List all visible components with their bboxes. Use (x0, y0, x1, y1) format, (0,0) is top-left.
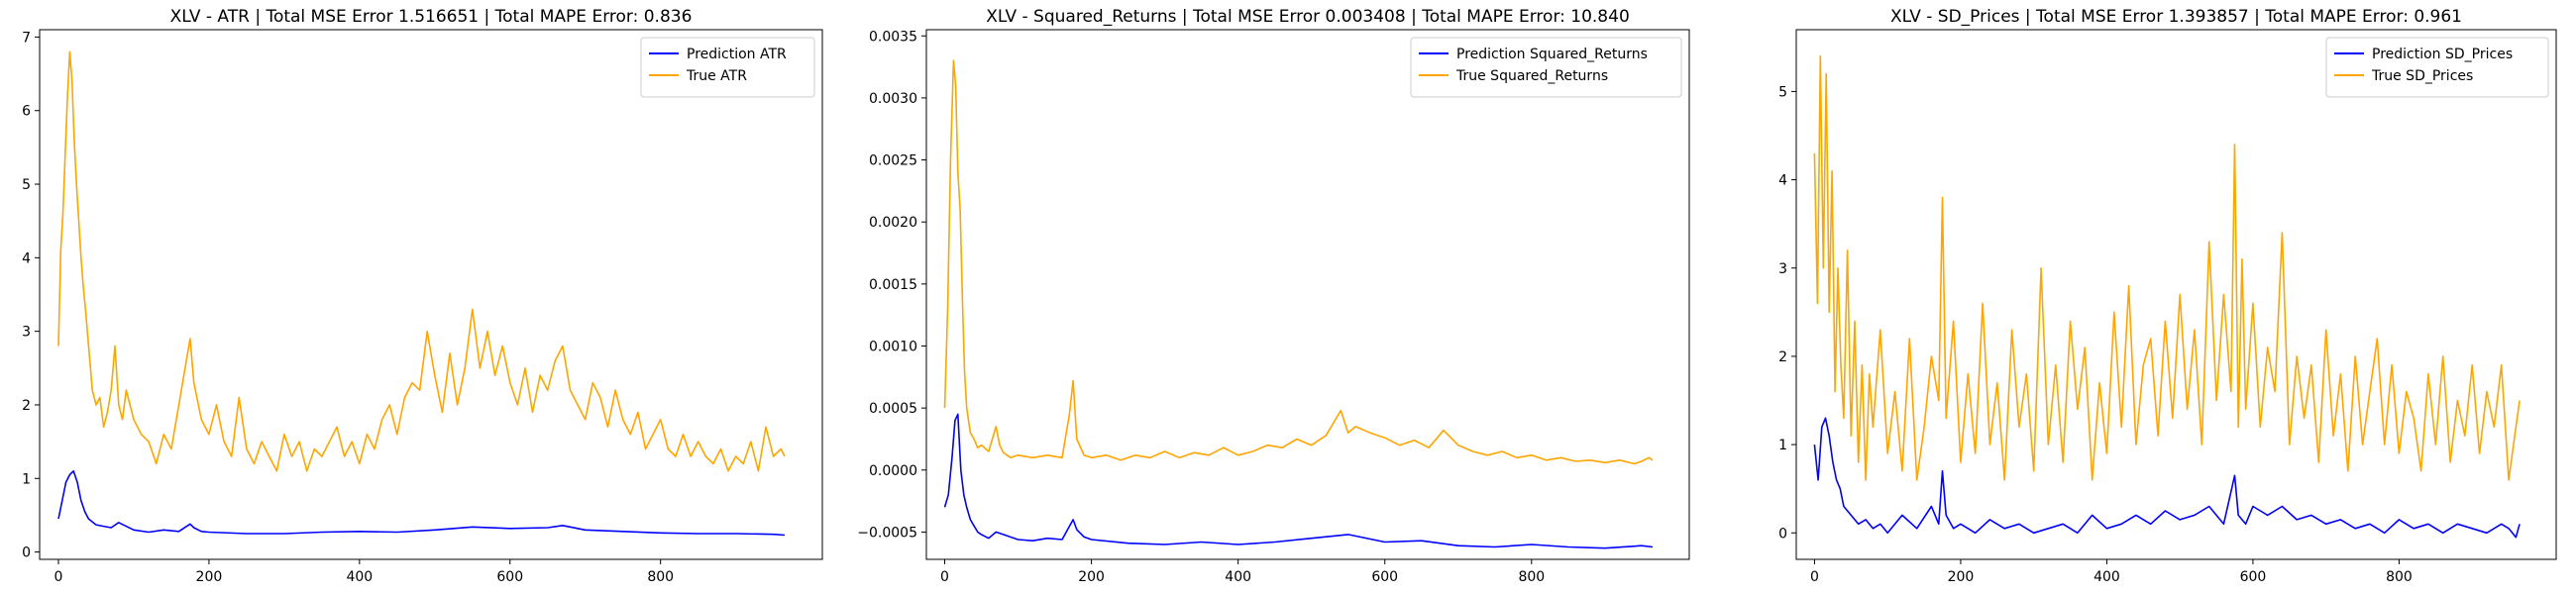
x-tick-label: 400 (2093, 569, 2120, 585)
y-tick-label: 0.0015 (869, 277, 917, 293)
y-tick-label: 6 (22, 104, 31, 120)
axes-frame (1795, 29, 2557, 560)
legend-box (2325, 37, 2549, 98)
y-tick-label: 0 (1778, 526, 1787, 542)
series-line-true-sd-prices (1813, 54, 2521, 481)
x-tick-label: 0 (1810, 569, 1819, 585)
y-tick-label: 2 (22, 398, 31, 414)
x-tick-label: 800 (1518, 569, 1545, 585)
x-tick-label: 800 (647, 569, 674, 585)
legend-entry: Prediction ATR (687, 47, 787, 62)
y-tick-label: 4 (22, 250, 31, 266)
series-line-prediction-squared-returns (943, 413, 1654, 549)
legend-entry: Prediction SD_Prices (2372, 47, 2513, 62)
y-tick-label: 5 (1778, 84, 1787, 100)
y-tick-label: 0.0030 (869, 91, 917, 107)
y-tick-label: 7 (22, 30, 31, 46)
series-line-true-atr (57, 50, 786, 472)
x-tick-label: 600 (496, 569, 523, 585)
chart-panel-squared-returns: XLV - Squared_Returns | Total MSE Error … (857, 7, 1690, 585)
y-tick-label: 1 (1778, 438, 1787, 453)
chart-title: XLV - Squared_Returns | Total MSE Error … (986, 7, 1630, 27)
y-tick-label: −0.0005 (857, 525, 917, 541)
x-tick-label: 0 (940, 569, 949, 585)
x-tick-label: 200 (1948, 569, 1975, 585)
axes-frame (39, 29, 823, 560)
series-line-true-squared-returns (943, 59, 1654, 465)
axes-frame (925, 29, 1690, 560)
series-line-prediction-atr (57, 469, 786, 537)
legend-box (1410, 37, 1682, 98)
legend-box (640, 37, 815, 98)
y-tick-label: 0.0025 (869, 153, 917, 169)
y-tick-label: 0.0000 (869, 463, 917, 479)
y-tick-label: 4 (1778, 173, 1787, 189)
y-tick-label: 3 (22, 325, 31, 341)
chart-panel-sd-prices: XLV - SD_Prices | Total MSE Error 1.3938… (1778, 7, 2557, 585)
series-line-prediction-sd-prices (1813, 417, 2521, 539)
x-tick-label: 0 (54, 569, 63, 585)
x-tick-label: 600 (1371, 569, 1398, 585)
y-tick-label: 0.0020 (869, 215, 917, 231)
x-tick-label: 800 (2386, 569, 2413, 585)
y-tick-label: 0.0005 (869, 401, 917, 417)
y-tick-label: 3 (1778, 261, 1787, 277)
y-tick-label: 0.0035 (869, 29, 917, 45)
y-tick-label: 0.0010 (869, 339, 917, 354)
x-tick-label: 400 (1225, 569, 1251, 585)
legend-entry: True SD_Prices (2371, 68, 2473, 84)
y-tick-label: 2 (1778, 349, 1787, 365)
legend-entry: True Squared_Returns (1455, 68, 1608, 84)
legend-entry: Prediction Squared_Returns (1456, 47, 1648, 62)
x-tick-label: 200 (1078, 569, 1105, 585)
chart-title: XLV - SD_Prices | Total MSE Error 1.3938… (1890, 7, 2462, 27)
legend: Prediction ATR True ATR (640, 37, 815, 98)
y-tick-label: 1 (22, 471, 31, 487)
x-tick-label: 400 (346, 569, 373, 585)
legend: Prediction SD_Prices True SD_Prices (2325, 37, 2549, 98)
x-tick-label: 200 (196, 569, 223, 585)
y-tick-label: 5 (22, 177, 31, 193)
chart-title: XLV - ATR | Total MSE Error 1.516651 | T… (170, 7, 693, 27)
legend: Prediction Squared_Returns True Squared_R… (1410, 37, 1682, 98)
legend-entry: True ATR (686, 68, 747, 84)
y-tick-label: 0 (22, 545, 31, 561)
x-tick-label: 600 (2240, 569, 2267, 585)
chart-panel-atr: XLV - ATR | Total MSE Error 1.516651 | T… (22, 7, 823, 585)
